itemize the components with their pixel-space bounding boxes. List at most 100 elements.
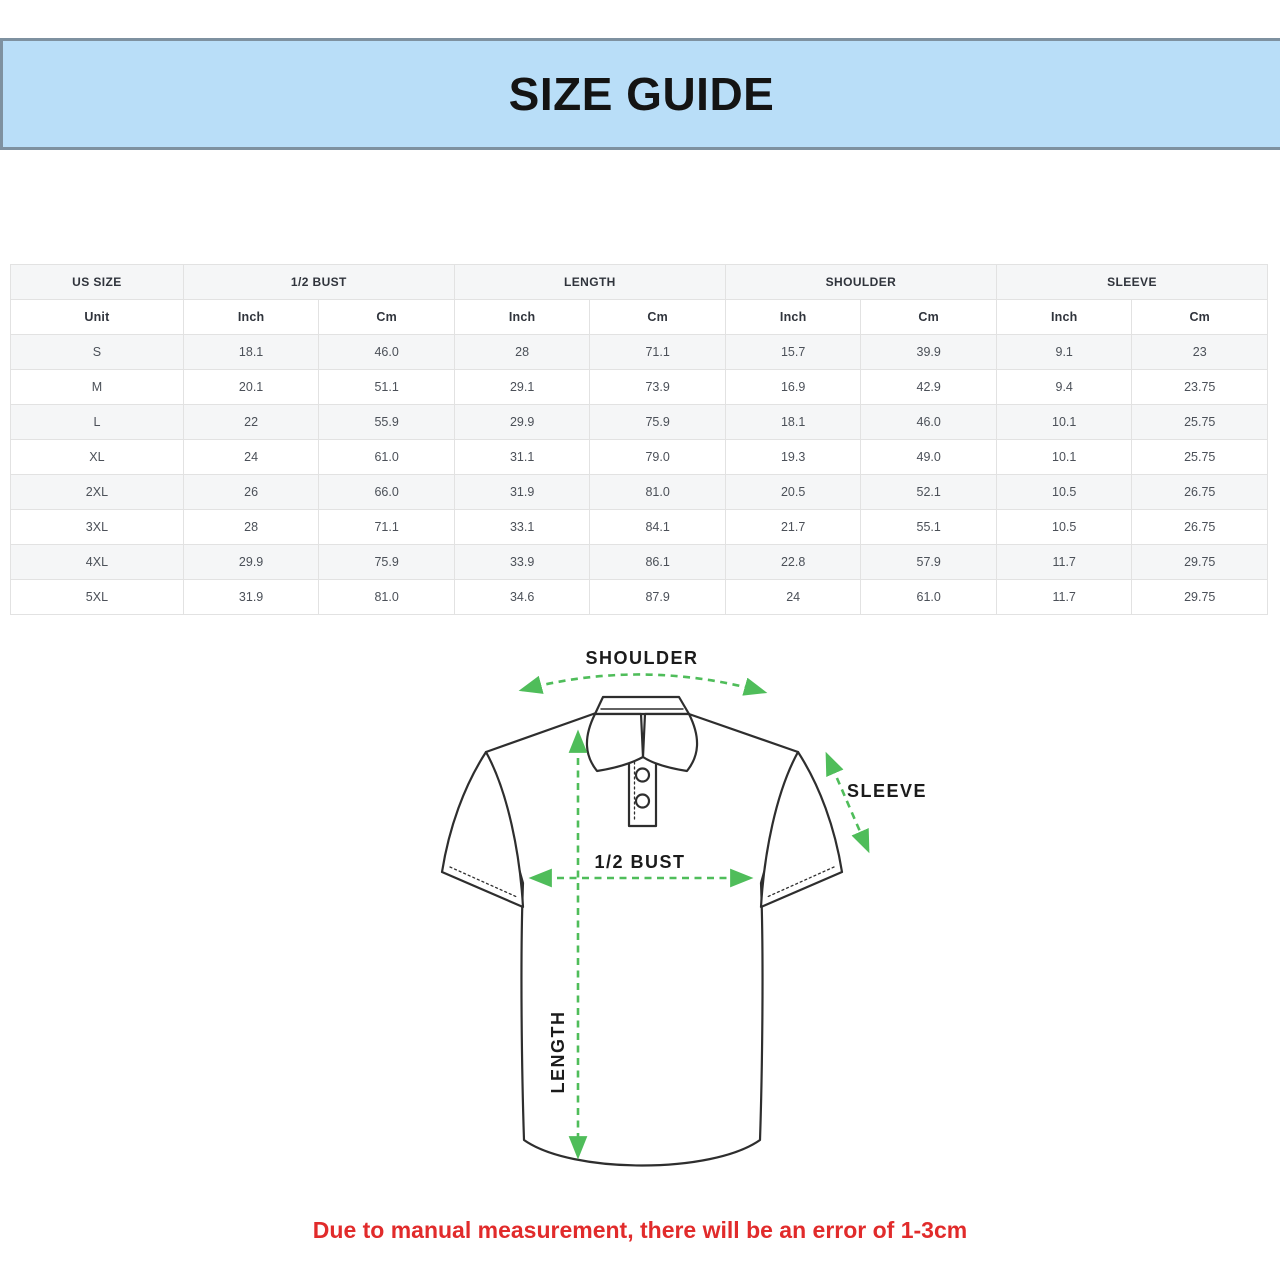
page-title: SIZE GUIDE — [508, 68, 775, 120]
bust-label: 1/2 BUST — [594, 852, 685, 872]
measurement-value-cell: 71.1 — [318, 509, 455, 545]
table-row: 2XL 26 66.0 31.9 81.0 20.5 52.1 10.5 26.75 — [10, 474, 1268, 510]
measurement-value-cell: 22.8 — [724, 544, 862, 580]
unit-cell: Inch — [724, 299, 862, 335]
measurement-value-cell: 81.0 — [589, 474, 726, 510]
measurement-value-cell: 42.9 — [860, 369, 997, 405]
shirt-left-sleeve — [440, 750, 525, 909]
measurement-value-cell: 21.7 — [724, 509, 862, 545]
col-header-shoulder: SHOULDER — [724, 264, 997, 300]
table-row: XL 24 61.0 31.1 79.0 19.3 49.0 10.1 25.75 — [10, 439, 1268, 475]
unit-cell: Unit — [10, 299, 184, 335]
table-row: 5XL 31.9 81.0 34.6 87.9 24 61.0 11.7 29.75 — [10, 579, 1268, 615]
size-label-cell: 4XL — [10, 544, 184, 580]
measurement-value-cell: 26.75 — [1131, 509, 1268, 545]
measurement-value-cell: 33.9 — [453, 544, 591, 580]
measurement-value-cell: 18.1 — [724, 404, 862, 440]
measurement-value-cell: 23 — [1131, 334, 1268, 370]
measurement-value-cell: 81.0 — [318, 579, 455, 615]
measurement-value-cell: 25.75 — [1131, 439, 1268, 475]
measurement-value-cell: 31.9 — [453, 474, 591, 510]
measurement-value-cell: 20.5 — [724, 474, 862, 510]
collar-band — [593, 695, 691, 716]
measurement-value-cell: 26.75 — [1131, 474, 1268, 510]
sleeve-arrow — [825, 751, 870, 854]
measurement-value-cell: 29.9 — [453, 404, 591, 440]
size-label-cell: 3XL — [10, 509, 184, 545]
measurement-value-cell: 71.1 — [589, 334, 726, 370]
measurement-value-cell: 18.1 — [182, 334, 320, 370]
shirt-body — [484, 711, 800, 1167]
measurement-value-cell: 46.0 — [318, 334, 455, 370]
table-row: S 18.1 46.0 28 71.1 15.7 39.9 9.1 23 — [10, 334, 1268, 370]
measurement-value-cell: 26 — [182, 474, 320, 510]
measurement-value-cell: 28 — [453, 334, 591, 370]
button — [634, 767, 651, 783]
unit-cell: Cm — [1131, 299, 1268, 335]
measurement-value-cell: 29.75 — [1131, 579, 1268, 615]
size-label-cell: M — [10, 369, 184, 405]
table-row: M 20.1 51.1 29.1 73.9 16.9 42.9 9.4 23.75 — [10, 369, 1268, 405]
size-label-cell: 5XL — [10, 579, 184, 615]
measurement-value-cell: 20.1 — [182, 369, 320, 405]
measurement-value-cell: 10.1 — [995, 439, 1133, 475]
measurement-value-cell: 28 — [182, 509, 320, 545]
measurement-value-cell: 16.9 — [724, 369, 862, 405]
measurement-value-cell: 75.9 — [589, 404, 726, 440]
unit-cell: Cm — [860, 299, 997, 335]
measurement-value-cell: 24 — [724, 579, 862, 615]
measurement-value-cell: 49.0 — [860, 439, 997, 475]
col-header-length: LENGTH — [453, 264, 726, 300]
measurement-value-cell: 61.0 — [860, 579, 997, 615]
polo-measurement-diagram: SHOULDER 1/2 BUST SLEEVE LENGTH — [440, 648, 927, 1167]
measurement-value-cell: 22 — [182, 404, 320, 440]
measurement-value-cell: 75.9 — [318, 544, 455, 580]
measurement-value-cell: 31.1 — [453, 439, 591, 475]
shoulder-arrow — [518, 673, 768, 696]
measurement-value-cell: 11.7 — [995, 544, 1133, 580]
measurement-value-cell: 29.1 — [453, 369, 591, 405]
measurement-value-cell: 10.5 — [995, 474, 1133, 510]
measurement-value-cell: 79.0 — [589, 439, 726, 475]
measurement-value-cell: 10.1 — [995, 404, 1133, 440]
measurement-value-cell: 29.9 — [182, 544, 320, 580]
collar-left-flap — [585, 712, 645, 773]
size-label-cell: S — [10, 334, 184, 370]
measurement-value-cell: 24 — [182, 439, 320, 475]
size-table: US SIZE 1/2 BUST LENGTH SHOULDER SLEEVE … — [10, 264, 1269, 615]
collar-right-flap — [641, 712, 699, 773]
measurement-value-cell: 84.1 — [589, 509, 726, 545]
measurement-value-cell: 34.6 — [453, 579, 591, 615]
measurement-value-cell: 15.7 — [724, 334, 862, 370]
col-header-sleeve: SLEEVE — [995, 264, 1269, 300]
table-group-header-row: US SIZE 1/2 BUST LENGTH SHOULDER SLEEVE — [10, 264, 1269, 300]
measurement-value-cell: 33.1 — [453, 509, 591, 545]
size-guide-banner: SIZE GUIDE — [0, 38, 1280, 150]
measurement-value-cell: 23.75 — [1131, 369, 1268, 405]
unit-cell: Inch — [995, 299, 1133, 335]
measurement-error-note: Due to manual measurement, there will be… — [312, 1217, 968, 1243]
measurement-value-cell: 86.1 — [589, 544, 726, 580]
unit-cell: Inch — [182, 299, 320, 335]
table-unit-row: Unit Inch Cm Inch Cm Inch Cm Inch Cm — [10, 299, 1268, 335]
measurement-value-cell: 19.3 — [724, 439, 862, 475]
measurement-value-cell: 55.1 — [860, 509, 997, 545]
shoulder-label: SHOULDER — [585, 648, 698, 668]
measurement-value-cell: 66.0 — [318, 474, 455, 510]
shirt-placket — [627, 755, 658, 828]
measurement-value-cell: 9.4 — [995, 369, 1133, 405]
measurement-value-cell: 31.9 — [182, 579, 320, 615]
measurement-value-cell: 57.9 — [860, 544, 997, 580]
measurement-value-cell: 61.0 — [318, 439, 455, 475]
measurement-value-cell: 39.9 — [860, 334, 997, 370]
right-sleeve-stitch — [766, 866, 835, 898]
measurement-value-cell: 29.75 — [1131, 544, 1268, 580]
length-label: LENGTH — [548, 1011, 568, 1094]
size-label-cell: L — [10, 404, 184, 440]
col-header-half-bust: 1/2 BUST — [182, 264, 455, 300]
col-header-us-size: US SIZE — [10, 264, 184, 300]
measurement-value-cell: 51.1 — [318, 369, 455, 405]
left-sleeve-stitch — [449, 866, 518, 898]
sleeve-label: SLEEVE — [847, 781, 927, 801]
table-row: 3XL 28 71.1 33.1 84.1 21.7 55.1 10.5 26.75 — [10, 509, 1268, 545]
